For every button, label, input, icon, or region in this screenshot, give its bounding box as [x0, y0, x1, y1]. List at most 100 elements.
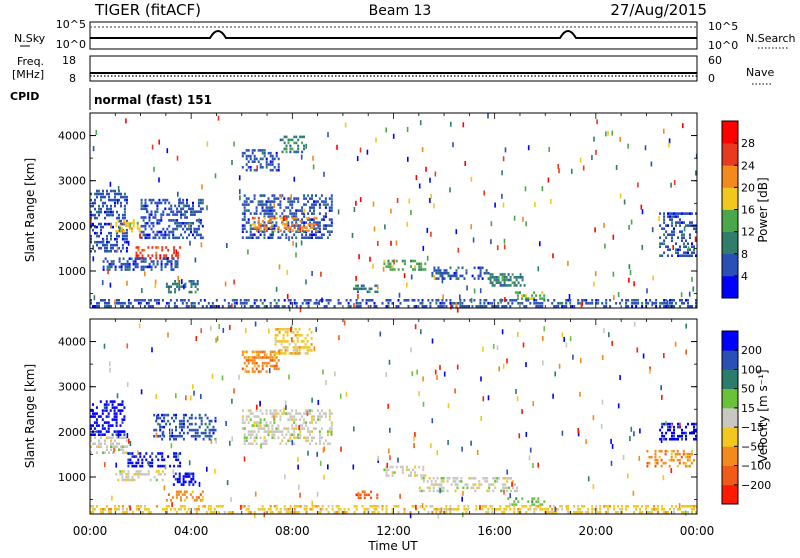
- power-cell: [164, 265, 167, 269]
- power-cell: [261, 206, 264, 209]
- velocity-cell: [92, 505, 94, 508]
- power-cell: [247, 154, 250, 158]
- power-cell: [150, 268, 153, 271]
- velocity-cell: [501, 511, 504, 514]
- velocity-speck: [638, 455, 641, 461]
- power-cell: [166, 233, 169, 237]
- velocity-cell: [179, 464, 182, 468]
- power-colorbar-tick-label: 24: [741, 159, 755, 172]
- velocity-cell: [116, 436, 118, 439]
- power-speck: [278, 264, 281, 270]
- power-speck: [117, 186, 120, 191]
- velocity-cell: [293, 442, 296, 445]
- velocity-speck: [660, 438, 663, 444]
- power-cell: [318, 230, 321, 233]
- power-cell: [317, 230, 319, 233]
- power-cell: [671, 299, 673, 302]
- velocity-cell: [288, 352, 291, 355]
- velocity-cell: [155, 455, 158, 458]
- power-speck: [109, 282, 112, 288]
- velocity-speck: [311, 397, 313, 403]
- power-cell: [174, 288, 177, 291]
- velocity-cell: [326, 442, 329, 445]
- power-cell: [403, 262, 406, 266]
- power-cell: [360, 287, 363, 291]
- power-speck: [158, 139, 160, 145]
- velocity-cell: [184, 472, 187, 476]
- velocity-speck: [501, 329, 504, 335]
- velocity-speck: [462, 512, 464, 518]
- velocity-cell: [567, 508, 570, 511]
- power-cell: [245, 236, 248, 239]
- power-cell: [509, 284, 512, 287]
- velocity-cell: [198, 425, 201, 429]
- power-cell: [160, 216, 163, 219]
- power-cell: [98, 213, 100, 217]
- power-patch: [241, 149, 280, 172]
- velocity-cell: [414, 474, 417, 477]
- velocity-ytick-label: 2000: [58, 426, 86, 439]
- velocity-cell: [277, 412, 280, 415]
- velocity-cell: [506, 480, 509, 483]
- power-cell: [120, 249, 122, 253]
- power-cell: [489, 281, 492, 284]
- power-speck: [327, 132, 329, 138]
- velocity-cell: [112, 442, 114, 445]
- power-cell: [355, 305, 358, 308]
- velocity-heatmap: [90, 320, 697, 519]
- velocity-cell: [120, 445, 122, 448]
- power-cell: [376, 290, 379, 294]
- power-cell: [150, 260, 153, 263]
- velocity-cell: [94, 508, 96, 511]
- power-cell: [121, 246, 124, 250]
- power-cell: [233, 305, 236, 308]
- velocity-cell: [301, 415, 304, 418]
- power-cell: [675, 248, 677, 251]
- power-cell: [121, 243, 124, 247]
- power-cell: [267, 197, 270, 200]
- velocity-cell: [306, 349, 309, 352]
- velocity-cell: [456, 486, 459, 490]
- power-cell: [505, 299, 508, 302]
- power-cell: [156, 207, 159, 211]
- power-speck: [375, 137, 377, 143]
- velocity-cell: [373, 505, 376, 508]
- power-cell: [387, 262, 390, 266]
- power-cell: [295, 209, 298, 212]
- power-cell: [675, 302, 677, 305]
- velocity-cell: [269, 511, 272, 514]
- velocity-cell: [376, 496, 379, 500]
- velocity-cell: [113, 415, 116, 418]
- velocity-cell: [114, 445, 116, 448]
- power-cell: [513, 284, 516, 287]
- velocity-cell: [607, 511, 610, 514]
- power-cell: [178, 224, 181, 228]
- power-cell: [118, 192, 120, 196]
- power-cell: [255, 305, 258, 308]
- power-cell: [485, 271, 488, 275]
- power-cell: [196, 282, 199, 286]
- power-cell: [511, 281, 514, 284]
- power-cell: [271, 215, 274, 218]
- velocity-cell: [428, 486, 431, 490]
- velocity-cell: [213, 508, 216, 511]
- velocity-cell: [472, 483, 475, 486]
- velocity-cell: [269, 430, 272, 433]
- velocity-cell: [214, 416, 217, 420]
- velocity-speck: [685, 349, 687, 355]
- velocity-speck: [357, 491, 360, 497]
- velocity-cell: [491, 511, 494, 514]
- power-cell: [309, 226, 312, 229]
- velocity-cell: [513, 511, 516, 514]
- power-cell: [253, 216, 256, 220]
- power-speck: [455, 229, 458, 235]
- velocity-cell: [263, 361, 266, 365]
- velocity-speck: [323, 474, 325, 480]
- velocity-speck: [296, 348, 299, 354]
- power-cell: [174, 227, 177, 231]
- power-cell: [671, 302, 673, 305]
- power-cell: [156, 260, 159, 263]
- power-cell: [493, 299, 496, 302]
- velocity-speck: [409, 513, 412, 519]
- velocity-cell: [259, 418, 262, 421]
